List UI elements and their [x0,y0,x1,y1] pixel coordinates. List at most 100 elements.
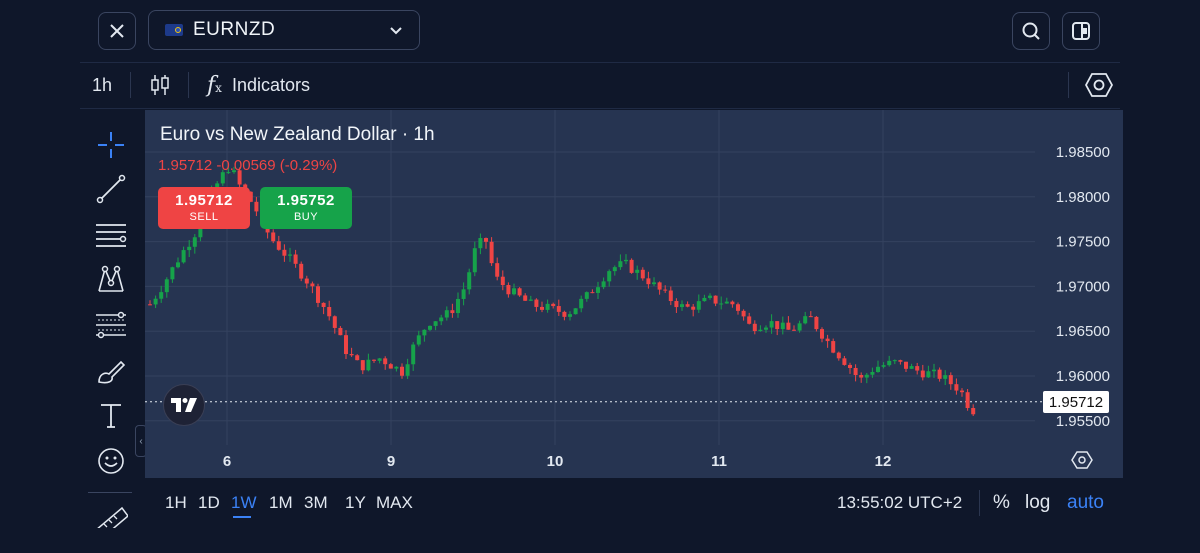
range-max[interactable]: MAX [376,493,413,512]
candle-up [187,246,192,251]
candle-up [215,183,220,189]
time-axis-label: 11 [711,453,727,470]
price-axis-label: 1.97000 [1056,278,1110,295]
brush-icon [98,360,126,384]
log-toggle[interactable]: log [1025,492,1051,513]
ruler-tool[interactable] [94,506,128,528]
candle-down [484,238,488,242]
candle-up [596,287,600,293]
percent-toggle[interactable]: % [993,492,1010,513]
text-tool[interactable] [94,398,128,432]
buy-label: BUY [293,211,319,223]
candle-down [775,321,780,330]
candle-up [176,262,180,268]
indicators-button[interactable]: fx Indicators [207,62,310,108]
candle-up [153,298,158,305]
close-button[interactable] [98,12,136,50]
chart-toolbar: 1h fx Indicators [80,62,1120,109]
candle-up [932,369,936,372]
smiley-icon [98,448,124,474]
current-price-label: 1.95712 [1043,391,1109,413]
price-change: 1.95712 -0.00569 (-0.29%) [158,157,338,174]
sell-button[interactable]: 1.95712 SELL [158,187,250,229]
fibonacci-icon [96,311,126,339]
symbol-label: EURNZD [193,19,276,40]
time-axis-label: 12 [875,453,892,470]
candle-down [904,361,908,369]
candle-up [876,366,880,372]
chart-panel[interactable]: 1.98500 1.98000 1.97500 1.97000 1.96500 1.960… [145,110,1123,478]
candle-down [517,288,522,296]
candle-down [237,170,242,185]
candle-down [859,374,864,378]
time-axis-label: 10 [547,453,564,470]
price-axis-label: 1.98500 [1056,144,1110,161]
candle-up [887,360,892,366]
crosshair-tool[interactable] [94,128,128,162]
time-axis-label: 6 [223,453,231,470]
candle-up [881,365,886,367]
candle-up [405,364,410,376]
candle-up [708,295,712,298]
buy-button[interactable]: 1.95752 BUY [260,187,352,229]
candle-down [148,304,152,306]
clock[interactable]: 13:55:02 UTC+2 [837,493,963,512]
settings-button[interactable] [1085,62,1113,108]
range-1y[interactable]: 1Y [345,493,366,512]
price-axis-label: 1.96500 [1056,323,1110,340]
hexagon-settings-icon [1071,451,1093,469]
range-1m[interactable]: 1M [269,493,293,512]
auto-toggle[interactable]: auto [1067,492,1104,513]
interval-selector[interactable]: 1h [92,74,113,95]
pattern-tool[interactable] [94,262,128,296]
candle-up [702,297,707,302]
candle-up [478,238,483,249]
candle-up [226,172,231,174]
candle-up [439,317,444,322]
emoji-tool[interactable] [94,444,128,478]
candle-up [607,271,612,282]
range-1h[interactable]: 1H [165,493,187,512]
lines-icon [96,224,127,247]
candle-up [220,172,225,184]
tradingview-logo[interactable] [163,384,205,426]
candle-down [736,304,740,311]
candle-up [164,279,169,293]
range-1d[interactable]: 1D [198,493,220,512]
candle-up [377,358,382,361]
candle-up [288,254,292,256]
price-axis-label: 1.98000 [1056,189,1110,206]
brush-tool[interactable] [94,354,128,388]
candle-up [461,289,466,299]
range-1w[interactable]: 1W [231,493,257,512]
chart-settings-button[interactable] [1071,450,1093,475]
candle-down [388,364,393,369]
chevron-left-icon: ‹ [139,435,143,447]
flag-icon [165,24,183,36]
candle-down [685,304,690,307]
trendline-tool[interactable] [94,172,128,206]
candle-down [640,269,645,279]
candle-down [400,366,404,376]
search-button[interactable] [1012,12,1050,50]
price-axis-label: 1.97500 [1056,234,1110,251]
candle-up [366,359,371,371]
candle-down [937,369,942,379]
layout-button[interactable] [1062,12,1100,50]
candle-up [411,344,416,365]
candle-down [304,278,309,284]
chart-type-button[interactable] [150,62,170,108]
symbol-selector[interactable]: EURNZD [148,10,420,50]
candle-down [534,299,539,307]
candle-down [808,316,813,318]
candle-up [943,375,948,379]
candlestick-chart[interactable]: 1.98500 1.98000 1.97500 1.97000 1.96500 1.960… [145,110,1123,478]
horizontal-lines-tool[interactable] [94,218,128,252]
candle-down [556,306,561,312]
candle-up [724,301,729,304]
fib-tool[interactable] [94,308,128,342]
chevron-down-icon [390,27,402,35]
candle-up [192,237,197,247]
range-3m[interactable]: 3M [304,493,328,512]
candle-down [360,360,365,371]
